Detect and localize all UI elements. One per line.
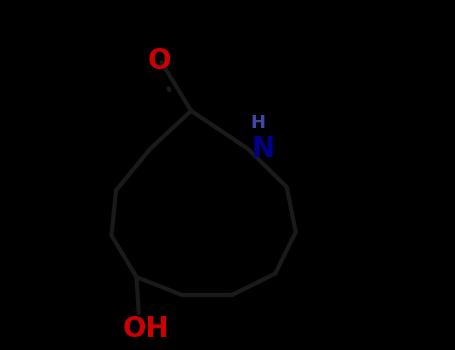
Text: N: N [252,135,275,163]
Text: H: H [251,114,265,132]
Text: OH: OH [122,315,169,343]
Text: O: O [147,47,171,75]
